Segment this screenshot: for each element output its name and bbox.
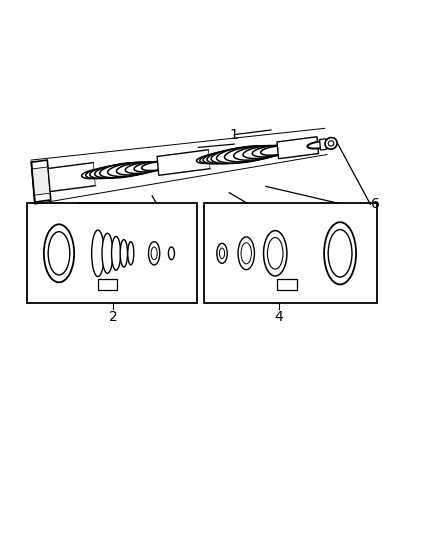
Ellipse shape bbox=[216, 146, 272, 163]
Polygon shape bbox=[320, 139, 327, 150]
Polygon shape bbox=[32, 167, 50, 195]
Ellipse shape bbox=[328, 141, 334, 146]
Ellipse shape bbox=[225, 146, 278, 162]
Ellipse shape bbox=[261, 146, 292, 155]
Polygon shape bbox=[31, 160, 51, 202]
Ellipse shape bbox=[324, 222, 356, 285]
Ellipse shape bbox=[151, 247, 157, 260]
Bar bbox=[98, 279, 117, 290]
Ellipse shape bbox=[81, 169, 114, 179]
Ellipse shape bbox=[238, 237, 254, 270]
Ellipse shape bbox=[141, 161, 171, 171]
Ellipse shape bbox=[211, 148, 265, 164]
Ellipse shape bbox=[102, 233, 113, 273]
Text: 1: 1 bbox=[230, 127, 239, 142]
Text: 6: 6 bbox=[371, 197, 380, 211]
Ellipse shape bbox=[148, 241, 160, 265]
Ellipse shape bbox=[241, 243, 251, 264]
Ellipse shape bbox=[128, 241, 134, 265]
Ellipse shape bbox=[86, 167, 124, 179]
Ellipse shape bbox=[268, 238, 283, 269]
Bar bbox=[204, 203, 377, 303]
Ellipse shape bbox=[108, 162, 155, 176]
Ellipse shape bbox=[217, 243, 227, 263]
Ellipse shape bbox=[207, 149, 255, 164]
Polygon shape bbox=[277, 137, 318, 159]
Ellipse shape bbox=[100, 163, 149, 178]
Ellipse shape bbox=[234, 146, 282, 160]
Bar bbox=[277, 279, 297, 290]
Bar bbox=[27, 203, 198, 303]
Ellipse shape bbox=[219, 248, 225, 259]
Ellipse shape bbox=[48, 232, 70, 275]
Ellipse shape bbox=[112, 237, 120, 270]
Ellipse shape bbox=[168, 247, 174, 260]
Ellipse shape bbox=[117, 162, 159, 175]
Ellipse shape bbox=[90, 165, 133, 179]
Ellipse shape bbox=[44, 224, 74, 282]
Ellipse shape bbox=[95, 164, 141, 178]
Ellipse shape bbox=[252, 146, 290, 157]
Polygon shape bbox=[208, 141, 280, 168]
Polygon shape bbox=[157, 150, 210, 175]
Ellipse shape bbox=[125, 161, 164, 174]
Text: 4: 4 bbox=[274, 310, 283, 324]
Polygon shape bbox=[94, 154, 161, 185]
Polygon shape bbox=[48, 163, 95, 191]
Ellipse shape bbox=[243, 146, 286, 159]
Ellipse shape bbox=[328, 230, 352, 277]
Ellipse shape bbox=[92, 230, 104, 277]
Ellipse shape bbox=[307, 141, 332, 149]
Ellipse shape bbox=[120, 240, 127, 267]
Ellipse shape bbox=[197, 155, 226, 164]
Text: 2: 2 bbox=[109, 310, 117, 324]
Ellipse shape bbox=[325, 138, 337, 149]
Ellipse shape bbox=[134, 161, 169, 172]
Ellipse shape bbox=[200, 152, 236, 164]
Ellipse shape bbox=[264, 231, 287, 276]
Ellipse shape bbox=[203, 151, 246, 164]
